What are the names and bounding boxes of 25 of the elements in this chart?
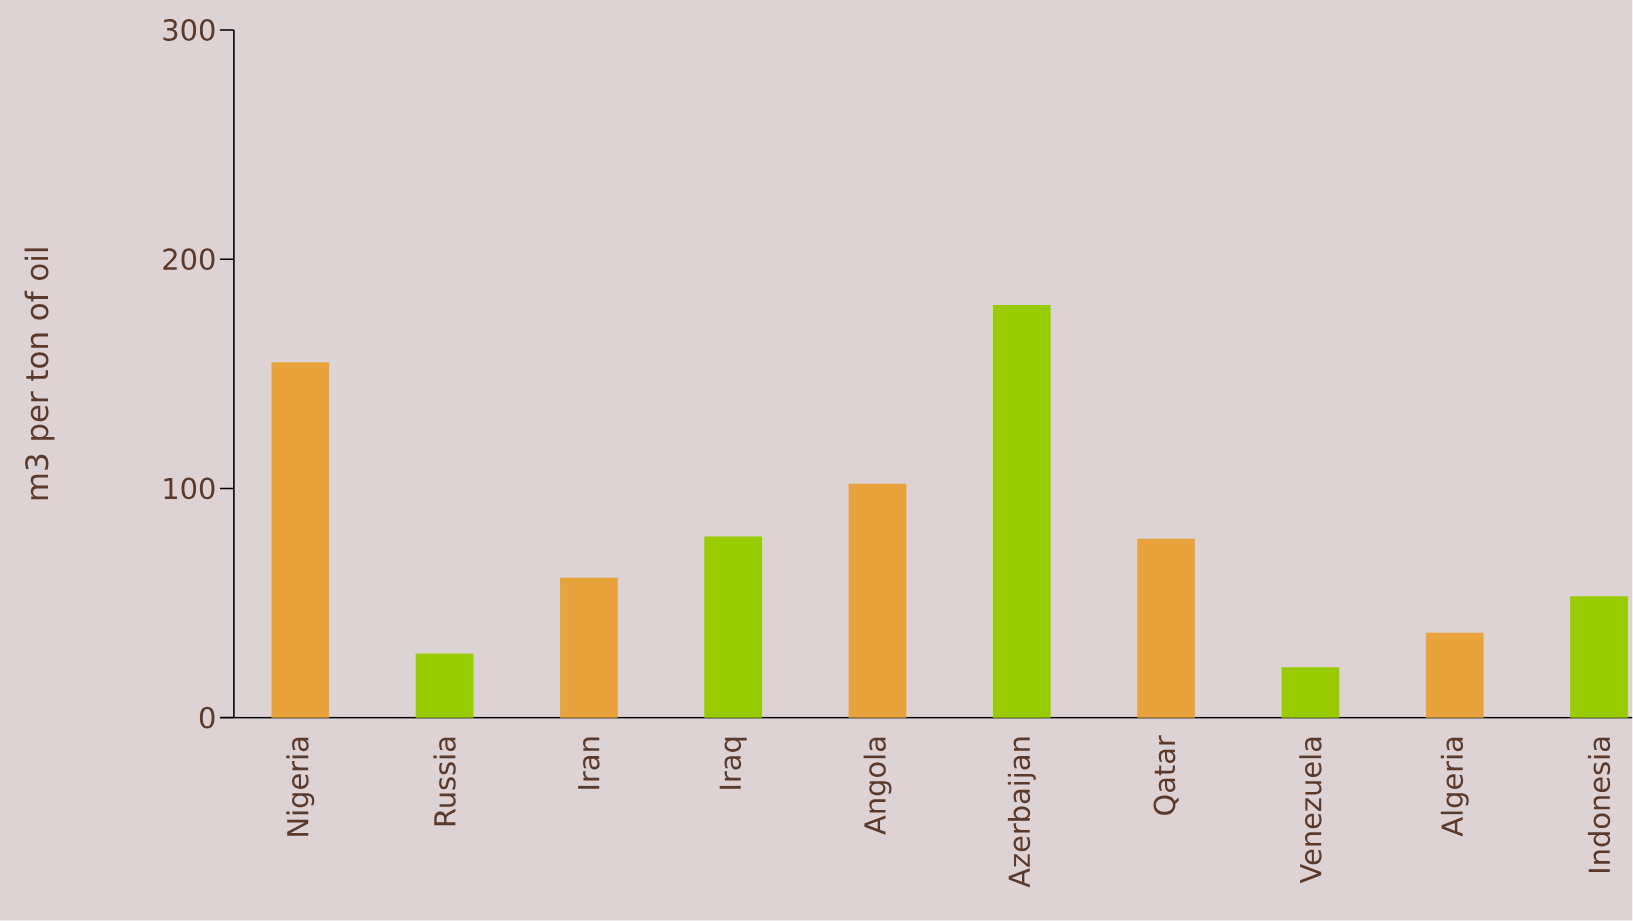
x-tick-label: Angola <box>863 738 892 835</box>
bar <box>271 362 330 718</box>
y-tick-label: 300 <box>163 19 215 42</box>
bar <box>992 305 1051 718</box>
x-tick-label: Venezuela <box>1299 738 1322 884</box>
y-tick-label: 100 <box>164 477 215 500</box>
x-tick-label: Qatar <box>1153 735 1179 816</box>
x-tick-label: Russia <box>433 737 456 826</box>
y-tick-label: 200 <box>163 248 215 271</box>
bar <box>1281 667 1340 718</box>
y-tick-label: 0 <box>199 706 215 729</box>
x-tick-label: Iran <box>578 737 600 789</box>
y-axis-title: m3 per ton of oil <box>24 248 55 500</box>
bar <box>1570 596 1628 718</box>
x-tick-label: Iraq <box>719 738 747 789</box>
x-tick-label: Algeria <box>1440 738 1469 837</box>
x-tick-label: Nigeria <box>286 738 315 836</box>
x-tick-label: Indonesia <box>1587 737 1611 873</box>
bar <box>848 484 907 718</box>
x-tick-label: Azerbaijan <box>1007 737 1036 888</box>
bar <box>1425 633 1484 718</box>
bar <box>1137 539 1195 718</box>
bar <box>704 536 763 718</box>
bar <box>415 653 474 718</box>
bar <box>560 578 618 718</box>
